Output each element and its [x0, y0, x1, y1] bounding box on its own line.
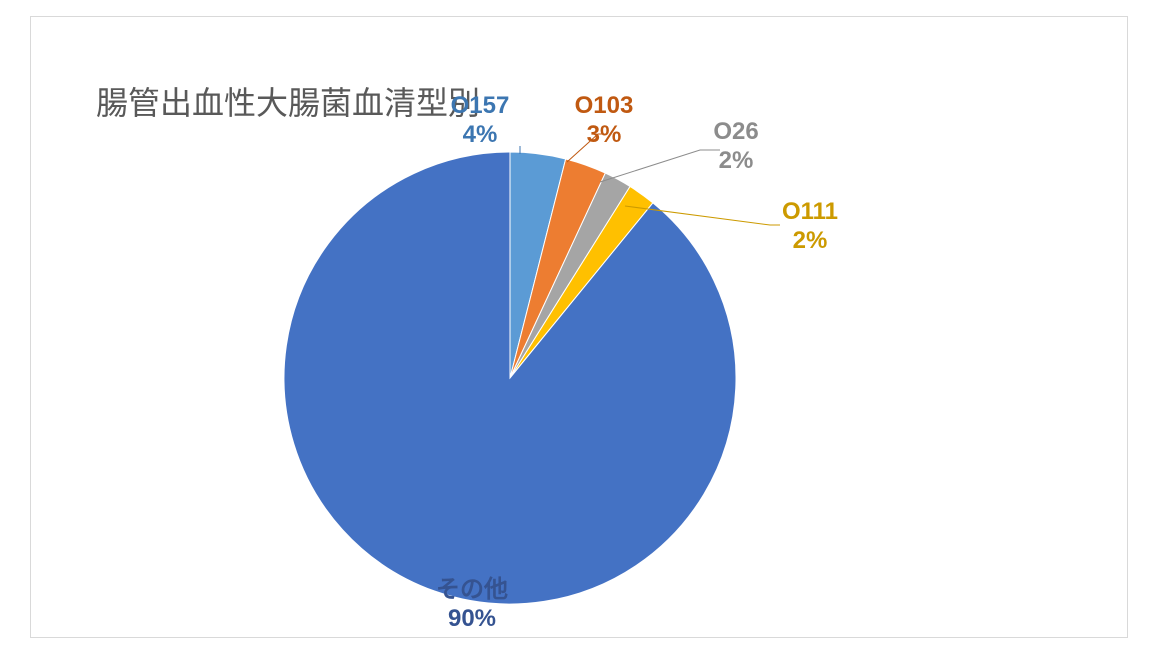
data-label-o157: O157 4% — [451, 92, 510, 150]
pie-slice-other — [284, 152, 736, 604]
chart-title: 腸管出血性大腸菌血清型別 — [96, 78, 480, 124]
data-label-name: O103 — [575, 92, 634, 121]
pie-chart — [282, 150, 738, 606]
data-label-pct: 2% — [713, 147, 758, 176]
data-label-o103: O103 3% — [575, 92, 634, 150]
data-label-other: その他 90% — [436, 576, 508, 634]
data-label-name: O111 — [782, 198, 838, 227]
data-label-pct: 2% — [782, 227, 838, 256]
data-label-name: O157 — [451, 92, 510, 121]
data-label-pct: 3% — [575, 121, 634, 150]
data-label-o26: O26 2% — [713, 118, 758, 176]
data-label-name: O26 — [713, 118, 758, 147]
data-label-pct: 90% — [436, 605, 508, 634]
data-label-o111: O111 2% — [782, 198, 838, 256]
data-label-pct: 4% — [451, 121, 510, 150]
data-label-name: その他 — [436, 576, 508, 605]
